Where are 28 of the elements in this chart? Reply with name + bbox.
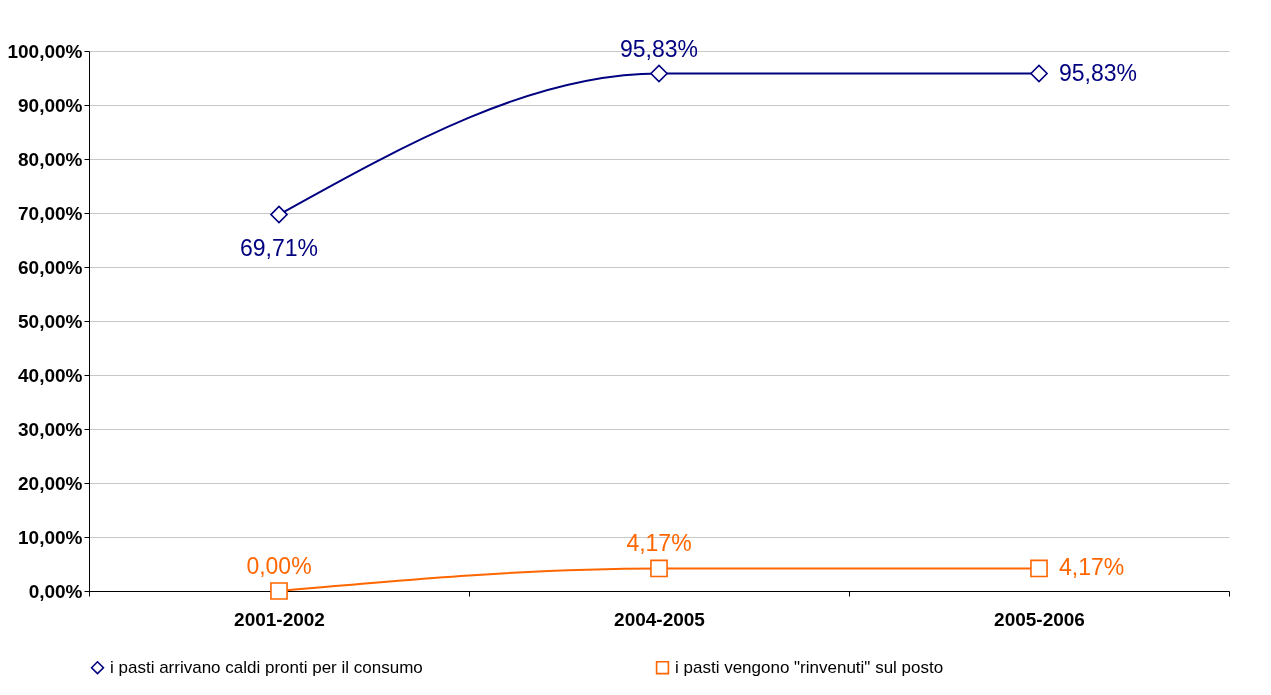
y-tick-label: 90,00% [18, 94, 83, 116]
data-label: 95,83% [619, 35, 699, 62]
y-tick-label: 10,00% [18, 526, 83, 548]
y-tick-label: 50,00% [18, 310, 83, 332]
y-tick-label: 100,00% [7, 40, 83, 62]
data-label: 95,83% [1059, 59, 1138, 86]
y-tick-label: 40,00% [18, 364, 83, 386]
x-tick-label: 2005-2006 [994, 608, 1085, 630]
point [1030, 64, 1048, 83]
data-label: 69,71% [239, 234, 319, 261]
data-label: 0,00% [246, 553, 312, 579]
y-tick-label: 20,00% [18, 472, 83, 494]
y-tick-label: 80,00% [18, 148, 83, 170]
point [650, 64, 668, 83]
point [270, 582, 288, 600]
y-tick-label: 60,00% [18, 256, 83, 278]
y-tick-label: 0,00% [28, 580, 83, 602]
legend-label: i pasti vengono "rinvenuti" sul posto [675, 657, 944, 677]
x-tick-label: 2001-2002 [234, 608, 325, 630]
y-tick-label: 70,00% [18, 202, 83, 224]
y-tick-label: 30,00% [18, 418, 83, 440]
point [270, 205, 288, 224]
legend-label: i pasti arrivano caldi pronti per il consumo [110, 657, 423, 677]
point [1030, 559, 1048, 578]
data-label: 4,17% [626, 530, 692, 557]
x-tick-label: 2004-2005 [614, 608, 706, 630]
point [650, 559, 668, 578]
data-label: 4,17% [1059, 554, 1125, 581]
